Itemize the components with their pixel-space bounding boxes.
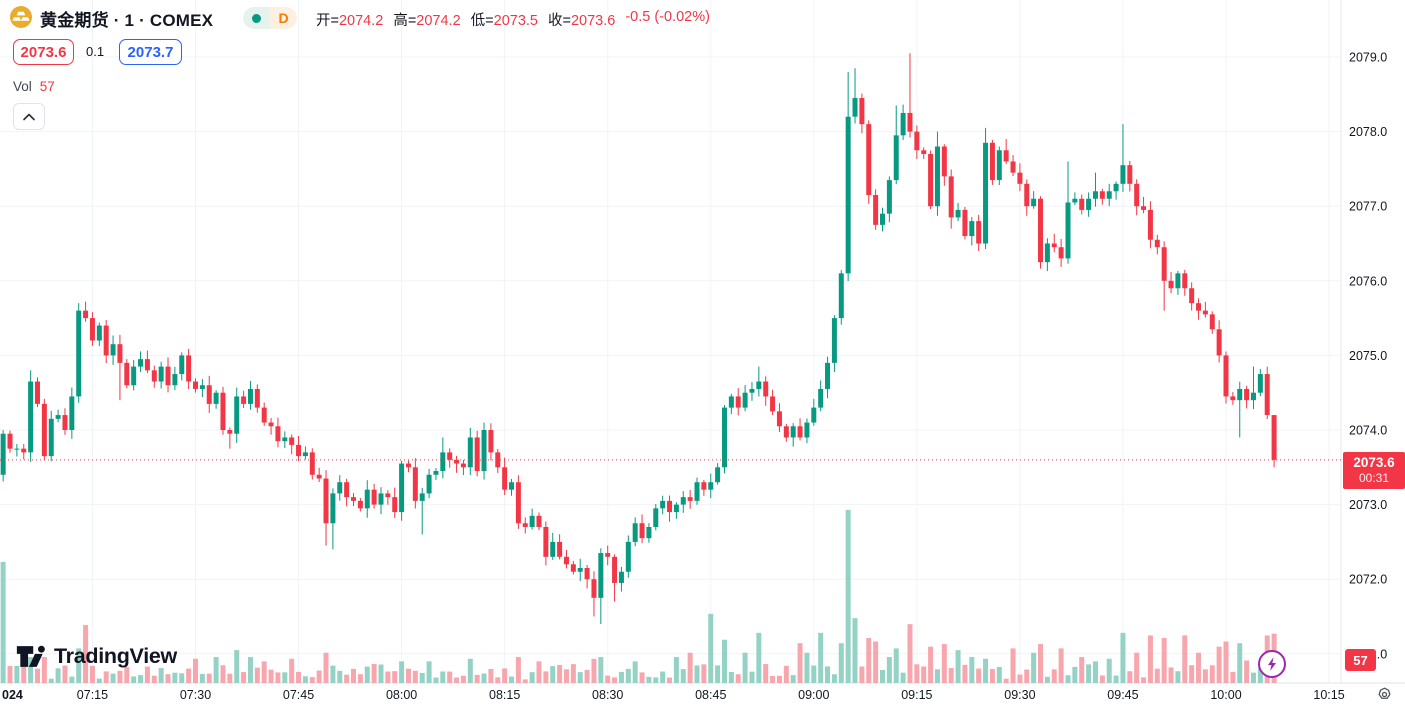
open-value: 2074.2 [338, 13, 384, 29]
vol-label: Vol [13, 79, 32, 94]
price-scale-label[interactable]: 2077.0 [1349, 200, 1387, 214]
tradingview-mark-icon [16, 645, 45, 667]
gear-icon [1378, 687, 1390, 699]
instant-trading-button[interactable] [1258, 650, 1286, 678]
time-scale-label[interactable]: 09:15 [901, 688, 932, 702]
time-scale-label[interactable]: 08:30 [592, 688, 623, 702]
time-scale-label[interactable]: 08:00 [386, 688, 417, 702]
chevron-up-icon [23, 113, 35, 120]
time-scale-label[interactable]: 10:00 [1210, 688, 1241, 702]
low-value: 2073.5 [493, 13, 538, 29]
open-label: 开= [316, 13, 339, 29]
volume-axis-badge: 57 [1345, 649, 1376, 671]
high-value: 2074.2 [416, 13, 461, 29]
time-scale-label[interactable]: 08:45 [695, 688, 726, 702]
price-scale-label[interactable]: 2072.0 [1349, 573, 1387, 587]
price-scale-label[interactable]: 2073.0 [1349, 498, 1387, 512]
collapse-panel-button[interactable] [13, 103, 45, 130]
current-price-value: 2073.6 [1353, 454, 1395, 470]
time-scale-label[interactable]: 07:30 [180, 688, 211, 702]
high-label: 高= [393, 13, 417, 29]
lightning-bolt-icon [1268, 657, 1276, 671]
price-scale-label[interactable]: 2075.0 [1349, 349, 1387, 363]
ohlc-readout: 开=2074.2 高=2074.2 低=2073.5 收=2073.6 -0.5… [316, 9, 710, 30]
volume-readout: Vol 57 [13, 79, 55, 94]
close-label: 收= [547, 13, 571, 29]
time-scale-label[interactable]: 07:45 [283, 688, 314, 702]
vol-value: 57 [39, 79, 55, 94]
price-scale-label[interactable]: 2076.0 [1349, 274, 1387, 288]
tradingview-logo[interactable]: TradingView [16, 643, 177, 670]
close-value: 2073.6 [570, 13, 616, 29]
time-scale-label[interactable]: 10:15 [1313, 688, 1344, 702]
timescale-settings-button[interactable] [1374, 684, 1394, 704]
gold-coin-icon [10, 6, 32, 28]
sell-price-button[interactable]: 2073.6 [13, 39, 74, 65]
low-label: 低= [470, 13, 494, 29]
buy-price-button[interactable]: 2073.7 [119, 39, 182, 65]
time-scale-date-label[interactable]: 024 [2, 688, 23, 702]
spread-value: 0.1 [86, 44, 105, 59]
price-scale-label[interactable]: 2078.0 [1349, 125, 1387, 139]
bar-countdown: 00:31 [1358, 471, 1390, 486]
tradingview-brand-text: TradingView [54, 644, 177, 668]
session-dot-icon [252, 13, 261, 23]
time-scale-label[interactable]: 08:15 [489, 688, 520, 702]
price-scale-label[interactable]: 2079.0 [1349, 51, 1387, 65]
price-scale-label[interactable]: 2074.0 [1349, 424, 1387, 438]
change-value: -0.5 (-0.02%) [625, 9, 710, 25]
interval-badge[interactable]: D [243, 7, 297, 29]
time-scale-label[interactable]: 09:45 [1107, 688, 1138, 702]
interval-d-button[interactable]: D [270, 7, 297, 29]
session-status[interactable] [243, 7, 270, 29]
time-scale-label[interactable]: 09:00 [798, 688, 829, 702]
time-scale-label[interactable]: 09:30 [1004, 688, 1035, 702]
time-scale-label[interactable]: 07:15 [77, 688, 108, 702]
symbol-title[interactable]: 黄金期货 · 1 · COMEX [40, 11, 214, 30]
current-price-label: 2073.6 00:31 [1343, 452, 1405, 489]
